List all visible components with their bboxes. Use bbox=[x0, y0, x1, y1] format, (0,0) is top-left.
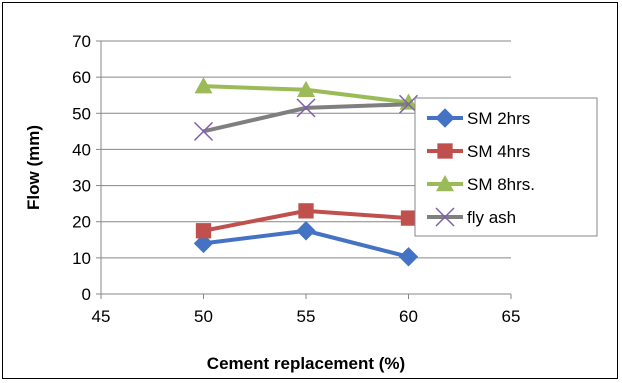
x-tick-label: 55 bbox=[297, 307, 316, 326]
y-tick-label: 0 bbox=[82, 285, 91, 304]
grid-lines bbox=[101, 40, 511, 259]
x-tick-label: 60 bbox=[399, 307, 418, 326]
data-point bbox=[193, 121, 214, 141]
line-chart: 0 10 20 30 40 50 60 70 45 50 55 60 65 Cement replace… bbox=[24, 32, 598, 373]
data-point bbox=[398, 247, 419, 267]
data-point bbox=[297, 80, 315, 97]
chart-frame: 0 10 20 30 40 50 60 70 45 50 55 60 65 Cement replace… bbox=[2, 2, 618, 379]
series-sm-2hrs bbox=[193, 221, 419, 267]
legend-label: SM 8hrs. bbox=[467, 175, 535, 194]
series-sm-4hrs bbox=[195, 203, 417, 239]
data-point bbox=[193, 233, 214, 254]
y-tick-label: 50 bbox=[72, 104, 91, 123]
legend-marker bbox=[435, 108, 455, 128]
legend-label: fly ash bbox=[467, 208, 516, 227]
data-point bbox=[298, 203, 314, 219]
series-fly-ash bbox=[193, 94, 419, 141]
data-point bbox=[195, 223, 212, 239]
y-tick-label: 10 bbox=[72, 249, 91, 268]
legend-entry: SM 8hrs. bbox=[427, 175, 535, 194]
y-tick-label: 20 bbox=[72, 213, 91, 232]
legend-label: SM 4hrs bbox=[467, 142, 530, 161]
x-tick-label: 50 bbox=[194, 307, 213, 326]
y-axis-title: Flow (mm) bbox=[24, 125, 43, 210]
y-tick-label: 60 bbox=[72, 68, 91, 87]
data-point bbox=[296, 98, 316, 118]
x-axis-title: Cement replacement (%) bbox=[207, 354, 405, 373]
legend: SM 2hrs SM 4hrs SM 8hrs. fly ash bbox=[414, 97, 598, 237]
data-point bbox=[400, 210, 417, 226]
legend-marker bbox=[435, 207, 455, 227]
legend-entry: SM 4hrs bbox=[427, 142, 530, 161]
legend-label: SM 2hrs bbox=[467, 109, 530, 128]
legend-marker bbox=[436, 175, 454, 192]
data-point bbox=[296, 221, 316, 241]
x-tick-label: 45 bbox=[92, 307, 111, 326]
legend-entry: fly ash bbox=[427, 207, 516, 227]
axes bbox=[96, 40, 512, 299]
series-group bbox=[193, 77, 419, 267]
y-tick-label: 30 bbox=[72, 177, 91, 196]
y-tick-label: 40 bbox=[72, 140, 91, 159]
data-point bbox=[194, 77, 213, 94]
legend-entry: SM 2hrs bbox=[427, 108, 530, 128]
x-tick-label: 65 bbox=[502, 307, 521, 326]
y-tick-label: 70 bbox=[72, 32, 91, 51]
legend-marker bbox=[437, 143, 453, 159]
tick-labels: 0 10 20 30 40 50 60 70 45 50 55 60 65 bbox=[72, 32, 520, 326]
